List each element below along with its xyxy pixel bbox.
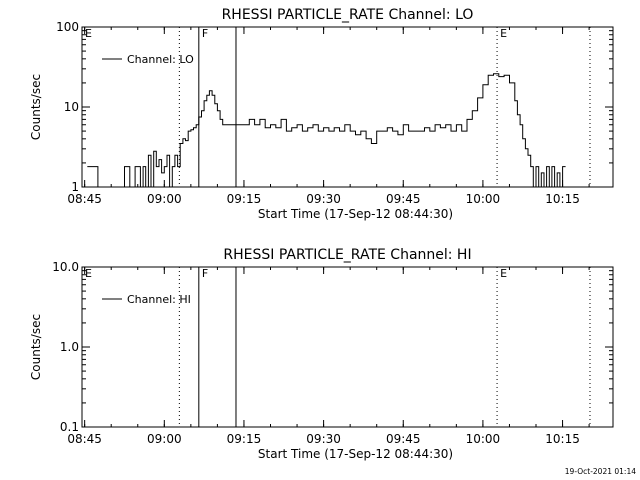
x-tick-label: 08:45 (67, 192, 102, 206)
y-axis-label: Counts/sec (29, 314, 43, 380)
legend-entry: Channel: HI (127, 293, 191, 306)
x-tick-label: 10:15 (545, 192, 580, 206)
event-marker-label: E (85, 267, 92, 280)
x-axis-label: Start Time (17-Sep-12 08:44:30) (258, 447, 453, 461)
chart-panel-lo: RHESSI PARTICLE_RATE Channel: LO 08:45 09:… (29, 7, 614, 221)
y-tick-label: 10 (64, 100, 79, 114)
y-tick-label: 1.0 (60, 340, 79, 354)
y-tick-label: 0.1 (60, 420, 79, 434)
y-tick-label: 1 (71, 180, 79, 194)
x-tick-label: 09:15 (227, 192, 262, 206)
event-marker-label: F (202, 27, 208, 40)
y-axis-label: Counts/sec (29, 74, 43, 140)
x-tick-label: 09:45 (386, 432, 421, 446)
chart-title: RHESSI PARTICLE_RATE Channel: LO (222, 7, 474, 23)
x-tick-label: 09:00 (147, 432, 182, 446)
x-axis-label: Start Time (17-Sep-12 08:44:30) (258, 207, 453, 221)
x-tick-label: 09:30 (306, 192, 341, 206)
data-series-line (87, 73, 566, 187)
x-tick-label: 10:00 (466, 432, 501, 446)
plot-frame (81, 266, 614, 428)
event-marker-label: F (202, 267, 208, 280)
event-marker-label: E (85, 27, 92, 40)
x-tick-label: 09:30 (306, 432, 341, 446)
x-tick-label: 09:15 (227, 432, 262, 446)
y-tick-label: 10.0 (52, 260, 79, 274)
x-tick-label: 09:45 (386, 192, 421, 206)
x-tick-label: 09:00 (147, 192, 182, 206)
chart-panel-hi: RHESSI PARTICLE_RATE Channel: HI 08:45 09:… (29, 247, 614, 461)
legend-entry: Channel: LO (127, 53, 194, 66)
event-marker-label: E (500, 27, 507, 40)
event-marker-label: E (500, 267, 507, 280)
footer-timestamp: 19-Oct-2021 01:14 (565, 467, 636, 476)
chart-title: RHESSI PARTICLE_RATE Channel: HI (223, 247, 471, 263)
x-tick-label: 10:15 (545, 432, 580, 446)
x-tick-label: 10:00 (466, 192, 501, 206)
y-tick-label: 100 (56, 20, 79, 34)
x-tick-label: 08:45 (67, 432, 102, 446)
